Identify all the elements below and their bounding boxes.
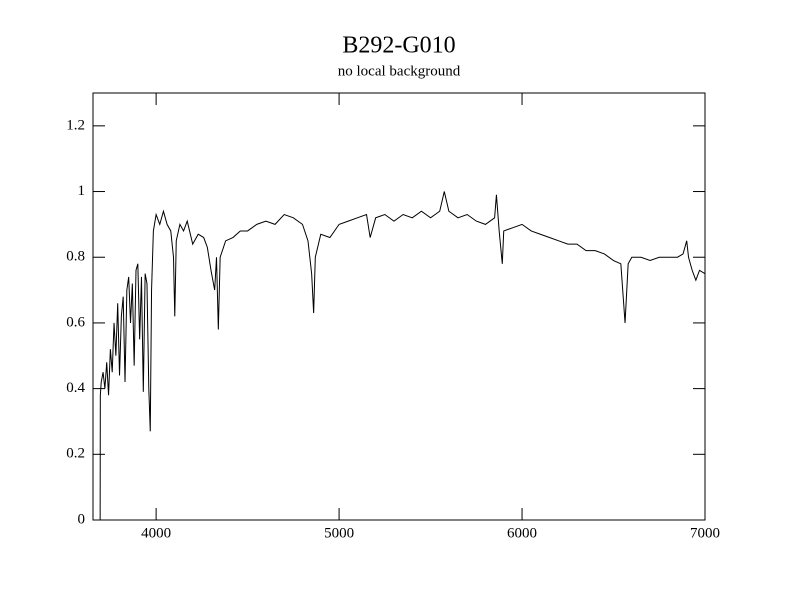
chart-subtitle: no local background (338, 63, 461, 79)
y-tick-label: 1 (78, 183, 86, 199)
spectrum-line (99, 191, 706, 521)
y-tick-label: 0.6 (66, 314, 85, 330)
x-tick-label: 4000 (141, 525, 171, 541)
y-tick-label: 1.2 (66, 117, 85, 133)
x-tick-label: 5000 (324, 525, 354, 541)
y-tick-label: 0.4 (66, 380, 85, 396)
x-tick-label: 6000 (507, 525, 537, 541)
plot-frame (92, 92, 706, 521)
y-tick-label: 0 (78, 511, 86, 527)
y-tick-label: 0.2 (66, 446, 85, 462)
x-tick-label: 7000 (690, 525, 720, 541)
chart-title: B292-G010 (342, 33, 455, 59)
y-tick-label: 0.8 (66, 249, 85, 265)
